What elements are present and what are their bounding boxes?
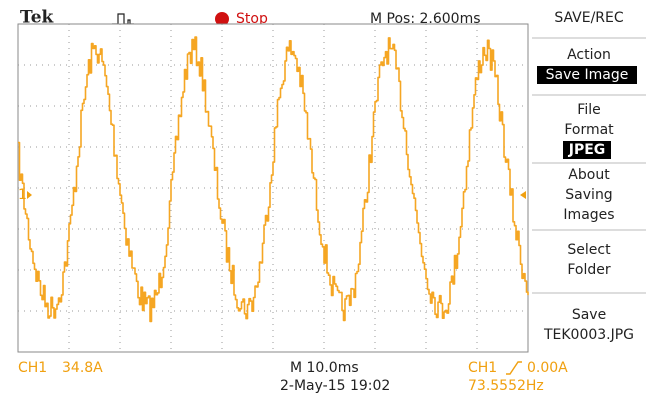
run-status: Stop: [236, 11, 268, 27]
channel-scale: 34.8A: [62, 360, 103, 376]
menu-title: SAVE/REC: [554, 10, 624, 26]
menu-label[interactable]: Folder: [567, 262, 611, 278]
menu-value[interactable]: JPEG: [568, 142, 606, 158]
side-menu: SAVE/REC Action Save Image File Format J…: [532, 10, 646, 343]
menu-value[interactable]: Save Image: [546, 67, 629, 83]
stop-indicator: [215, 12, 229, 26]
channel-marker: 1: [18, 187, 27, 203]
menu-label[interactable]: Images: [563, 207, 614, 223]
menu-label[interactable]: Select: [567, 242, 611, 258]
menu-label[interactable]: Saving: [565, 187, 612, 203]
menu-label[interactable]: Save: [572, 307, 606, 323]
trigger-level: 0.00A: [527, 360, 568, 376]
brand: Tek: [20, 8, 55, 28]
menu-label[interactable]: Action: [567, 47, 611, 63]
menu-label[interactable]: File: [577, 102, 600, 118]
menu-label[interactable]: About: [568, 167, 610, 183]
menu-label[interactable]: TEK0003.JPG: [543, 327, 634, 343]
trigger-slope-icon: [506, 361, 522, 375]
graticule-border: [17, 23, 529, 353]
datetime: 2-May-15 19:02: [280, 378, 390, 394]
selection-highlight: [563, 141, 611, 159]
horizontal-position: M Pos: 2.600ms: [370, 11, 481, 27]
menu-label[interactable]: Format: [564, 122, 614, 138]
selection-highlight: [537, 66, 637, 84]
channel-marker-arrow: [27, 191, 32, 199]
trigger-source: CH1: [468, 360, 497, 376]
timebase: M 10.0ms: [290, 360, 359, 376]
frequency: 73.5552Hz: [468, 378, 544, 394]
waveform: [18, 36, 529, 323]
trigger-level-marker: [520, 191, 526, 199]
channel-label: CH1: [18, 360, 47, 376]
graticule: [17, 23, 529, 353]
